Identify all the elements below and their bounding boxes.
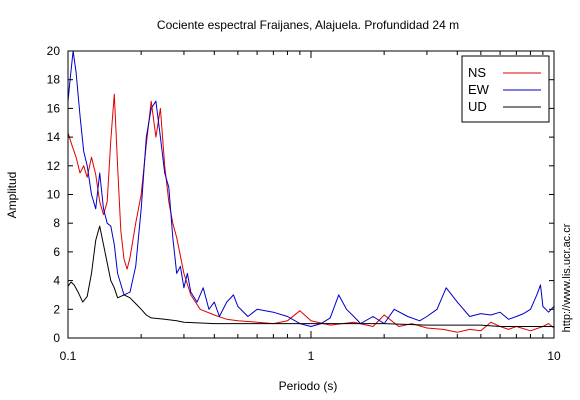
- watermark: http://www.lis.ucr.ac.cr: [561, 223, 573, 332]
- y-tick-label: 6: [53, 245, 60, 259]
- legend-box: [461, 55, 550, 123]
- y-tick-label: 4: [53, 274, 60, 288]
- series-line-ew: [67, 50, 555, 327]
- x-tick-label: 10: [547, 349, 561, 363]
- x-tick-label: 0.1: [60, 349, 77, 363]
- series-line-ns: [67, 93, 555, 333]
- axis-ticks: 0 2 4 6 8 10 12 14 16 18 20 0.1 1 10: [47, 44, 561, 363]
- y-axis-label: Amplitud: [5, 172, 19, 219]
- y-tick-label: 8: [53, 216, 60, 230]
- y-tick-label: 14: [47, 130, 61, 144]
- legend-label-ud: UD: [468, 99, 487, 114]
- x-tick-label: 1: [308, 349, 315, 363]
- legend-label-ns: NS: [468, 65, 486, 80]
- y-tick-label: 12: [47, 159, 61, 173]
- y-tick-label: 20: [47, 44, 61, 58]
- x-axis-label: Periodo (s): [279, 379, 338, 393]
- y-tick-label: 10: [47, 188, 61, 202]
- y-tick-label: 2: [53, 302, 60, 316]
- y-tick-label: 0: [53, 331, 60, 345]
- legend-label-ew: EW: [468, 82, 490, 97]
- y-tick-label: 16: [47, 101, 61, 115]
- plot-lines: [67, 50, 555, 333]
- series-line-ud: [67, 225, 554, 327]
- y-tick-label: 18: [47, 73, 61, 87]
- chart-title: Cociente espectral Fraijanes, Alajuela. …: [157, 18, 459, 32]
- legend: NS EW UD: [461, 55, 550, 123]
